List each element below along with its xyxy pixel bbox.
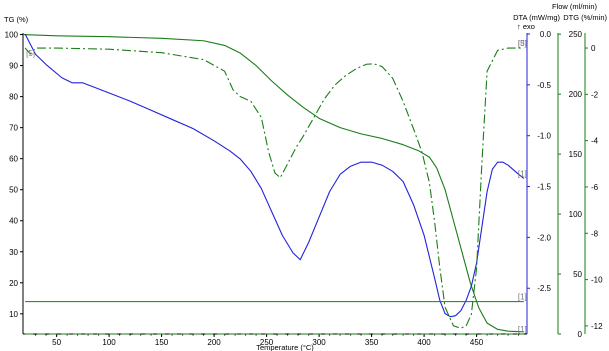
dta-tick-label: -1.5: [537, 183, 551, 192]
tg-tick-label: 80: [9, 93, 18, 102]
dtg-tick-label: -6: [591, 183, 599, 192]
series-end-marker: [3]: [518, 39, 527, 48]
x-axis-title: Temperature (°C): [256, 343, 314, 351]
x-tick-label: 300: [312, 338, 326, 347]
dtg-tick-label: 0: [591, 44, 596, 53]
tg-tick-label: 40: [9, 217, 18, 226]
dtg-tick-label: -10: [591, 276, 603, 285]
series-end-marker: [1]: [518, 325, 527, 334]
x-tick-label: 50: [52, 338, 61, 347]
dtg-tick-label: -4: [591, 137, 599, 146]
x-tick-label: 400: [417, 338, 431, 347]
series-tg-line: [22, 34, 524, 333]
series-dta-line: [24, 33, 525, 318]
tg-tick-label: 100: [5, 31, 19, 40]
dta-tick-label: -2.0: [537, 233, 551, 242]
x-tick-label: 350: [365, 338, 379, 347]
tg-tick-label: 10: [9, 310, 18, 319]
dtg-tick-label: -12: [591, 322, 603, 331]
series-end-marker: [1]: [518, 293, 527, 302]
tg-tick-label: 30: [9, 248, 18, 257]
x-tick-label: 450: [470, 338, 484, 347]
flow-tick-label: 150: [569, 150, 583, 159]
dta-tick-label: 0.0: [540, 30, 552, 39]
x-tick-label: 200: [207, 338, 221, 347]
tg-tick-label: 90: [9, 62, 18, 71]
series-dtg-line: [24, 47, 524, 329]
dta-exo-label: ↑ exo: [517, 22, 535, 31]
flow-axis-title: Flow (ml/min): [552, 2, 597, 11]
series-end-marker: [5]: [518, 39, 527, 48]
flow-tick-label: 100: [569, 210, 583, 219]
tg-axis-title: TG (%): [4, 15, 29, 24]
dta-tick-label: -0.5: [537, 81, 551, 90]
series-group: [22, 33, 525, 335]
x-tick-label: 100: [102, 338, 116, 347]
dta-tick-label: -2.5: [537, 284, 551, 293]
flow-tick-label: 50: [573, 270, 582, 279]
dtg-tick-label: -2: [591, 90, 599, 99]
dta-axis-title: DTA (mW/mg): [513, 13, 560, 22]
dtg-axis-title: DTG (%/min): [563, 13, 607, 22]
tg-tick-label: 70: [9, 124, 18, 133]
flow-tick-label: 250: [569, 30, 583, 39]
tg-tick-label: 20: [9, 279, 18, 288]
flow-tick-label: 200: [569, 90, 583, 99]
dtg-tick-label: -8: [591, 229, 599, 238]
series-end-marker: [1]: [518, 169, 527, 178]
tick-label-group: 50 100 150 200 250 300 350 400 45010090807060504…: [5, 30, 603, 347]
series-start-marker: [5]: [26, 49, 35, 58]
dta-tick-label: -1.0: [537, 132, 551, 141]
x-tick-label: 150: [155, 338, 169, 347]
flow-tick-label: 0: [578, 330, 583, 339]
marker-group: [3] [1] [1] [5] [1] [5]: [26, 39, 527, 334]
x-tick-label: 250: [260, 338, 274, 347]
tg-tick-label: 60: [9, 155, 18, 164]
plot-frame-group: [20, 33, 588, 337]
tg-tick-label: 50: [9, 186, 18, 195]
